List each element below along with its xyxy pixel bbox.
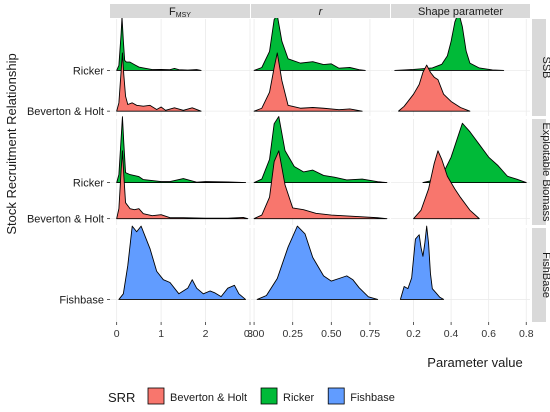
- ridge-layer: [116, 11, 527, 300]
- legend: SRR Beverton & Holt Ricker Fishbase: [108, 387, 395, 405]
- column-strip-label: FMSY: [169, 6, 191, 19]
- row-strip-label: SSB: [540, 56, 550, 78]
- strip-layer: FMSY r Shape parameter SSB Exploitable Bioma…: [110, 4, 550, 322]
- y-axis-title: Stock Recruitment Relationship: [4, 53, 19, 234]
- density-ridge-beverton-holt: [253, 52, 363, 112]
- legend-key-fishbase: [327, 387, 345, 405]
- panel-background: [110, 119, 250, 225]
- density-ridge-fishbase: [256, 225, 379, 300]
- x-tick-label: 0.6: [481, 328, 496, 340]
- y-tick-label: Beverton & Holt: [27, 106, 104, 118]
- y-tick-label: Beverton & Holt: [27, 214, 104, 226]
- density-ridge-beverton-holt: [116, 52, 202, 112]
- x-tick-label: 0.00: [244, 328, 265, 340]
- row-strip-label: Exploitable Biomass: [540, 122, 550, 222]
- density-ridge-ricker: [116, 16, 202, 71]
- legend-label: Ricker: [283, 392, 315, 404]
- x-tick-label: 0.4: [444, 328, 459, 340]
- legend-label: Beverton & Holt: [170, 392, 247, 404]
- column-strip-fmsy: [110, 4, 250, 18]
- x-tick-label: 3: [247, 328, 253, 340]
- density-ridge-beverton-holt: [116, 150, 249, 220]
- row-strip-label: FishBase: [540, 252, 550, 298]
- row-strip-ssb: [532, 19, 546, 116]
- x-tick-label: 0.50: [321, 328, 342, 340]
- x-tick-label: 0.75: [360, 328, 381, 340]
- column-strip-shape: [391, 4, 530, 18]
- x-tick-label: 0: [114, 328, 120, 340]
- y-tick-label: Fishbase: [59, 294, 104, 306]
- density-ridge-beverton-holt: [398, 64, 471, 112]
- column-strip-r: [251, 4, 390, 18]
- density-ridge-beverton-holt: [413, 150, 480, 220]
- density-ridge-ricker: [116, 116, 247, 184]
- column-strip-label: r: [319, 6, 324, 18]
- column-strip-label: Shape parameter: [418, 6, 503, 18]
- row-strip-fishbase: [532, 228, 546, 322]
- density-ridge-beverton-holt: [253, 150, 388, 220]
- legend-key-beverton-holt: [147, 387, 165, 405]
- axis-layer: Ricker Beverton & Holt Ricker Beverton & Ho…: [27, 65, 534, 340]
- row-strip-exploitable: [532, 119, 546, 225]
- density-ridge-fishbase: [399, 225, 445, 300]
- y-tick-label: Ricker: [73, 65, 105, 77]
- x-tick-label: 0.25: [282, 328, 303, 340]
- density-ridge-fishbase: [118, 225, 247, 300]
- legend-label: Fishbase: [350, 392, 395, 404]
- x-axis-title: Parameter value: [427, 355, 522, 370]
- density-ridge-ricker: [253, 14, 366, 71]
- x-tick-label: 2: [203, 328, 209, 340]
- x-tick-label: 0.2: [406, 328, 421, 340]
- density-ridge-ricker: [253, 116, 388, 184]
- legend-key-ricker: [260, 387, 278, 405]
- x-tick-label: 0.8: [519, 328, 534, 340]
- x-tick-label: 1: [158, 328, 164, 340]
- y-tick-label: Ricker: [73, 178, 105, 190]
- legend-title: SRR: [108, 390, 135, 405]
